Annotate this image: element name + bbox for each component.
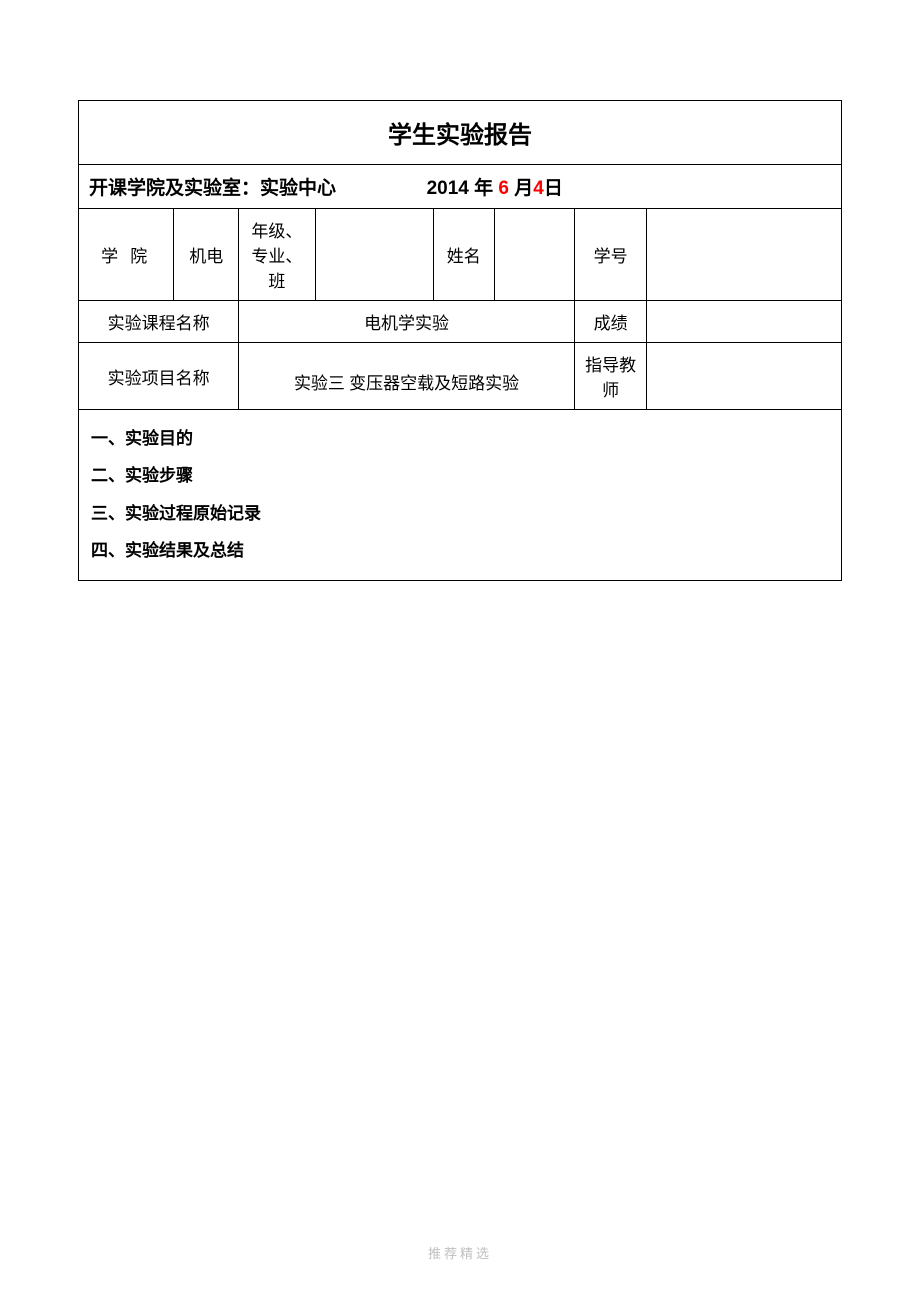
project-row: 实验项目名称 实验三 变压器空载及短路实验 指导教师 [79, 343, 842, 410]
date-day: 4 [533, 178, 544, 199]
name-value [494, 209, 574, 301]
footer-text: 推荐精选 [0, 1243, 920, 1262]
id-label: 学号 [574, 209, 646, 301]
section-result: 四、实验结果及总结 [91, 532, 829, 569]
id-value [647, 209, 842, 301]
date-month: 6 [498, 178, 509, 199]
score-value [647, 301, 842, 343]
score-label: 成绩 [574, 301, 646, 343]
section-steps: 二、实验步骤 [91, 457, 829, 494]
student-info-row: 学 院 机电 年级、专业、班 姓名 学号 [79, 209, 842, 301]
name-label: 姓名 [433, 209, 494, 301]
title-row: 学生实验报告 [79, 101, 842, 165]
content-row: 一、实验目的 二、实验步骤 三、实验过程原始记录 四、实验结果及总结 [79, 410, 842, 581]
lab-date-cell: 开课学院及实验室：实验中心 2014 年 6 月4日 [79, 165, 842, 209]
day-suffix: 日 [544, 178, 563, 199]
grade-label: 年级、专业、班 [239, 209, 315, 301]
teacher-value [647, 343, 842, 410]
content-cell: 一、实验目的 二、实验步骤 三、实验过程原始记录 四、实验结果及总结 [79, 410, 842, 581]
lab-label: 开课学院及实验室：实验中心 [89, 178, 336, 199]
lab-date-row: 开课学院及实验室：实验中心 2014 年 6 月4日 [79, 165, 842, 209]
year-suffix: 年 [469, 178, 499, 199]
section-purpose: 一、实验目的 [91, 420, 829, 457]
grade-value [315, 209, 433, 301]
college-label: 学 院 [79, 209, 174, 301]
report-table: 学生实验报告 开课学院及实验室：实验中心 2014 年 6 月4日 学 院 机电… [78, 100, 842, 581]
report-title: 学生实验报告 [79, 101, 842, 165]
project-value: 实验三 变压器空载及短路实验 [239, 343, 575, 410]
date-year: 2014 [427, 178, 469, 199]
course-value: 电机学实验 [239, 301, 575, 343]
month-suffix: 月 [509, 178, 533, 199]
course-label: 实验课程名称 [79, 301, 239, 343]
report-page: 学生实验报告 开课学院及实验室：实验中心 2014 年 6 月4日 学 院 机电… [0, 0, 920, 581]
college-value: 机电 [174, 209, 239, 301]
section-record: 三、实验过程原始记录 [91, 495, 829, 532]
project-label: 实验项目名称 [79, 343, 239, 410]
course-row: 实验课程名称 电机学实验 成绩 [79, 301, 842, 343]
teacher-label: 指导教师 [574, 343, 646, 410]
